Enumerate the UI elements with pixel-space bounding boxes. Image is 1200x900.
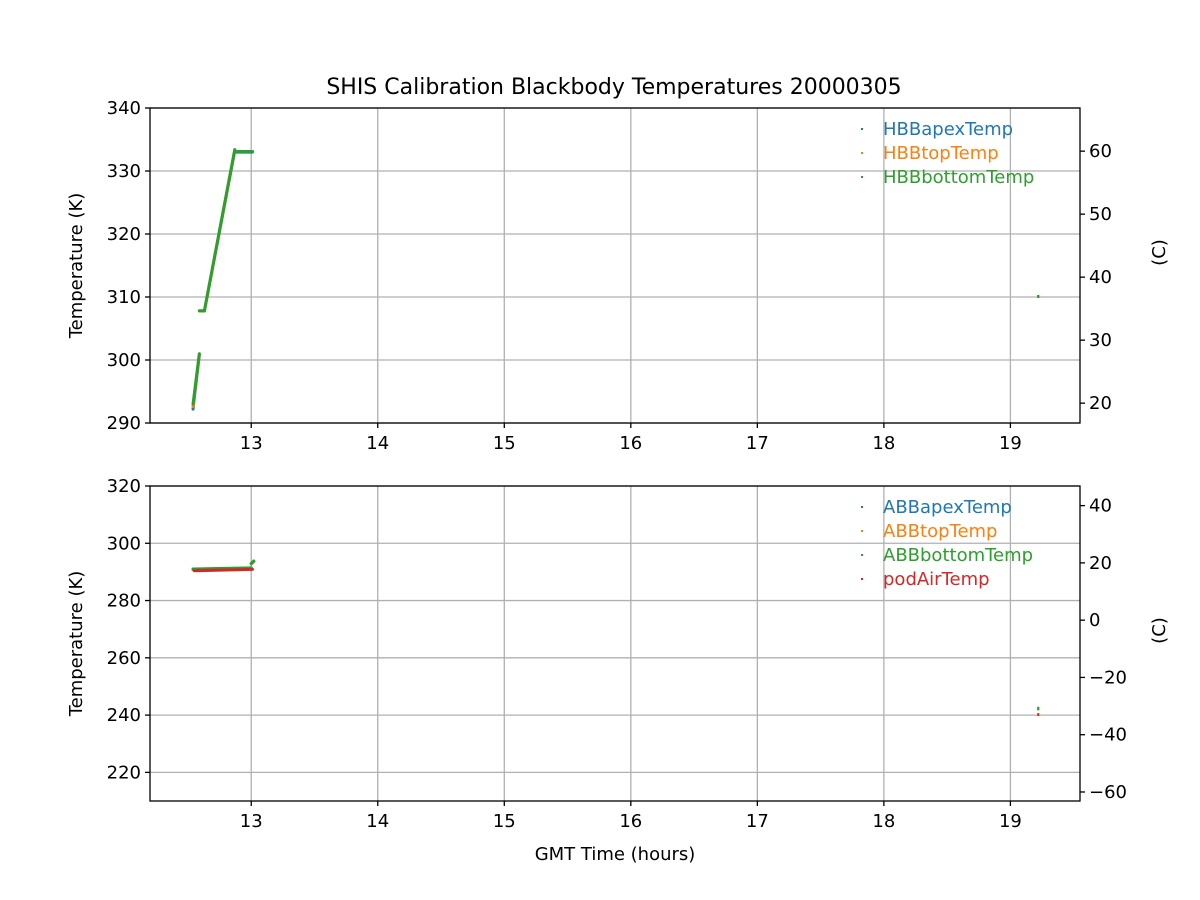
legend-entry: ABBapexTemp	[883, 497, 1012, 518]
y-axis-label: Temperature (K)	[66, 193, 87, 340]
legend-entry: HBBtopTemp	[883, 143, 999, 164]
legend: ABBapexTemp ABBtopTemp ABBbottomTemp podAir…	[861, 497, 1033, 590]
y-tick-label: 240	[107, 705, 141, 726]
x-tick-label: 19	[999, 433, 1022, 454]
panel-1: 13 14 15 16 17 18 19 290 300 310 320 330 340 20 30 40 50…	[66, 98, 1170, 454]
x-tick-label: 18	[872, 811, 895, 832]
data-point	[1037, 713, 1040, 717]
legend-marker	[861, 152, 863, 154]
x-tick-label: 13	[240, 811, 263, 832]
legend: HBBapexTemp HBBtopTemp HBBbottomTemp	[861, 119, 1034, 188]
y-tick-label: 260	[107, 648, 141, 669]
data-segment	[202, 148, 237, 313]
legend-entry: HBBapexTemp	[883, 119, 1013, 140]
x-tick-label: 14	[366, 433, 389, 454]
y-tick-label: 320	[107, 476, 141, 497]
legend-marker	[861, 506, 863, 508]
y2-tick-label: 30	[1089, 330, 1112, 351]
legend-entry: HBBbottomTemp	[883, 167, 1034, 188]
y-tick-label: 310	[107, 287, 141, 308]
y2-tick-label: 60	[1089, 141, 1112, 162]
x-tick-label: 17	[746, 811, 769, 832]
x-tick-label: 15	[493, 811, 516, 832]
series-HBBtopTemp	[191, 148, 1040, 409]
panel-2: 13 14 15 16 17 18 19 220 240 260 280 300 320 −60 −40 −2…	[66, 476, 1170, 832]
plot-frame	[149, 107, 1081, 424]
y-tick-label: 330	[107, 161, 141, 182]
x-tick-label: 19	[999, 811, 1022, 832]
y-tick-label: 290	[107, 413, 141, 434]
y-axis-label: Temperature (K)	[66, 571, 87, 718]
y2-tick-label: −20	[1089, 667, 1127, 688]
x-tick-label: 14	[366, 811, 389, 832]
series-HBBbottomTemp	[191, 148, 1040, 406]
y2-tick-label: 40	[1089, 496, 1112, 517]
x-tick-label: 18	[872, 433, 895, 454]
data-segment	[249, 559, 256, 565]
plot-frame	[149, 485, 1081, 802]
y2-tick-label: 40	[1089, 267, 1112, 288]
x-axis-label: GMT Time (hours)	[535, 844, 696, 865]
y2-tick-label: 20	[1089, 553, 1112, 574]
y-tick-label: 300	[107, 350, 141, 371]
y-tick-label: 280	[107, 591, 141, 612]
y-tick-label: 320	[107, 224, 141, 245]
y2-tick-label: −40	[1089, 725, 1127, 746]
data-point	[1037, 295, 1040, 298]
y2-axis-label: (C)	[1149, 239, 1170, 266]
data-segment	[192, 567, 254, 573]
x-tick-label: 15	[493, 433, 516, 454]
x-tick-label: 16	[619, 811, 642, 832]
legend-marker	[861, 554, 863, 556]
y2-axis-label: (C)	[1149, 617, 1170, 644]
data-segment	[191, 566, 253, 571]
legend-entry: ABBtopTemp	[883, 521, 997, 542]
y2-tick-label: 50	[1089, 204, 1112, 225]
legend-marker	[861, 128, 863, 130]
legend-entry: ABBbottomTemp	[883, 545, 1033, 566]
legend-marker	[861, 176, 863, 178]
data-segment	[191, 352, 201, 406]
y2-tick-label: 0	[1089, 610, 1100, 631]
chart-title: SHIS Calibration Blackbody Temperatures …	[326, 75, 901, 100]
y-tick-label: 220	[107, 762, 141, 783]
x-tick-label: 17	[746, 433, 769, 454]
series-podAirTemp	[192, 567, 1040, 717]
series-HBBapexTemp	[191, 149, 1040, 411]
x-tick-label: 13	[240, 433, 263, 454]
y2-tick-label: 20	[1089, 393, 1112, 414]
y-tick-label: 340	[107, 98, 141, 119]
series-ABBbottomTemp	[191, 559, 1040, 710]
y2-tick-label: −60	[1089, 782, 1127, 803]
data-point	[1037, 706, 1040, 710]
legend-marker	[861, 530, 863, 532]
y-tick-label: 300	[107, 533, 141, 554]
legend-entry: podAirTemp	[883, 569, 990, 590]
x-tick-label: 16	[619, 433, 642, 454]
legend-marker	[861, 578, 863, 580]
